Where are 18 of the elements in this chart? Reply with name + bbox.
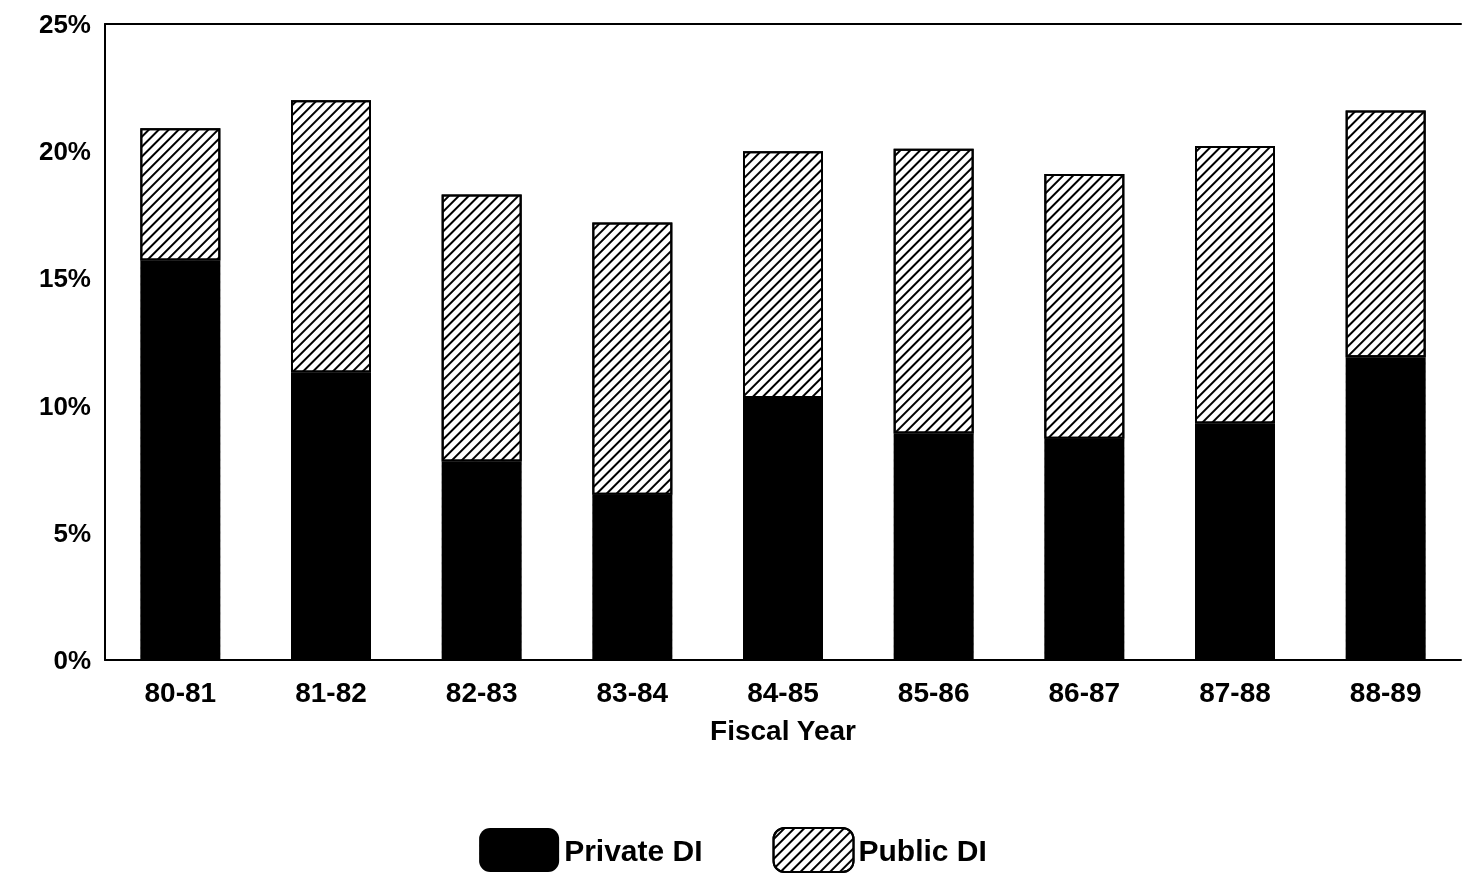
x-tick-label: 85-86 <box>897 676 970 708</box>
x-tick-label: 88-89 <box>1349 676 1422 708</box>
legend-label: Public DI <box>858 833 987 867</box>
x-tick-label: 83-84 <box>596 676 669 708</box>
y-tick-label: 25% <box>38 9 91 39</box>
y-tick-label: 5% <box>53 517 91 548</box>
x-axis-title: Fiscal Year <box>710 714 857 746</box>
x-tick-label: 80-81 <box>144 676 217 708</box>
x-tick-label: 82-83 <box>445 676 518 708</box>
x-tick-label: 87-88 <box>1199 676 1271 708</box>
x-tick-label: 86-87 <box>1048 676 1121 708</box>
legend-label: Private DI <box>564 833 703 867</box>
y-tick-label: 10% <box>38 390 91 421</box>
y-tick-label: 0% <box>53 645 91 675</box>
x-tick-label: 84-85 <box>747 676 819 708</box>
x-tick-label: 81-82 <box>295 676 367 708</box>
y-tick-label: 15% <box>38 263 91 294</box>
y-tick-label: 20% <box>38 136 91 167</box>
